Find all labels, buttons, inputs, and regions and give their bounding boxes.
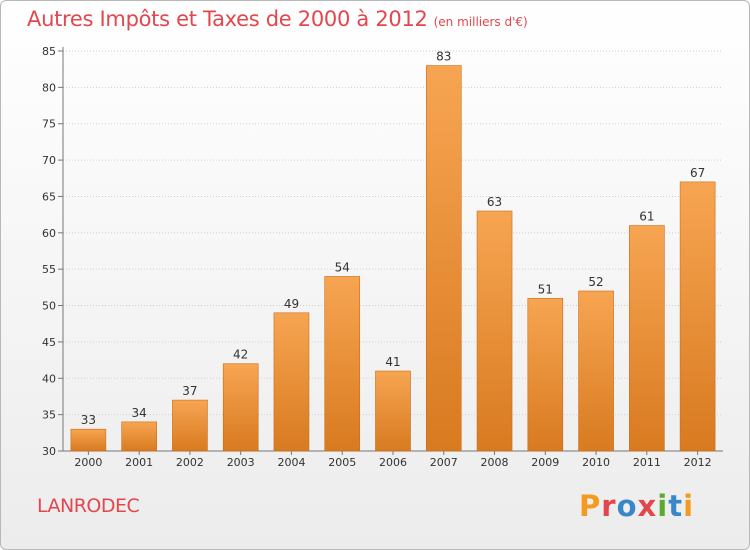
logo-letter: t	[668, 489, 684, 523]
x-tick-label: 2011	[633, 456, 661, 469]
y-tick-label: 35	[42, 409, 56, 422]
logo-letter: i	[657, 489, 669, 523]
y-tick-label: 65	[42, 190, 56, 203]
commune-name: LANRODEC	[37, 495, 140, 517]
y-tick-label: 80	[42, 81, 56, 94]
logo-letter: o	[616, 489, 638, 523]
bar	[679, 181, 716, 452]
bar	[121, 421, 157, 452]
x-tick-label: 2006	[379, 456, 407, 469]
x-tick-label: 2000	[74, 456, 102, 469]
bar	[578, 290, 614, 452]
bar	[375, 370, 411, 452]
bar	[324, 276, 361, 452]
x-tick-label: 2010	[582, 456, 610, 469]
logo-letter: i	[683, 489, 695, 523]
y-tick-label: 55	[42, 263, 56, 276]
bar	[629, 225, 665, 452]
x-tick-label: 2002	[176, 456, 204, 469]
data-label: 61	[639, 210, 654, 224]
y-tick-label: 85	[42, 45, 56, 58]
data-label: 49	[284, 297, 299, 311]
bars	[70, 65, 716, 452]
data-label: 51	[538, 282, 553, 296]
data-label: 37	[182, 384, 197, 398]
bar	[70, 428, 107, 452]
y-tick-label: 50	[42, 300, 56, 313]
logo-letter: r	[601, 489, 617, 523]
y-tick-label: 45	[42, 336, 56, 349]
x-tick-label: 2004	[277, 456, 305, 469]
bar	[476, 210, 513, 452]
bar	[527, 297, 564, 452]
bar-chart: 30 35 40 45 50 55 60 65 70 75 80 85 33 2000 34 2001 37 20…	[42, 45, 723, 469]
y-tick-label: 60	[42, 227, 56, 240]
logo-letter: P	[579, 489, 602, 523]
bar	[222, 363, 259, 452]
x-tick-label: 2009	[531, 456, 559, 469]
data-label: 42	[233, 348, 248, 362]
data-label: 34	[132, 406, 147, 420]
x-tick-label: 2001	[125, 456, 153, 469]
chart-title: Autres Impôts et Taxes de 2000 à 2012 (en…	[27, 7, 528, 31]
data-label: 63	[487, 195, 502, 209]
data-label: 83	[436, 50, 451, 64]
bar	[425, 65, 462, 452]
data-label: 33	[81, 413, 96, 427]
x-tick-label: 2003	[227, 456, 255, 469]
data-label: 67	[690, 166, 705, 180]
bar	[273, 312, 310, 452]
logo-letter: x	[637, 489, 658, 523]
x-tick-label: 2012	[684, 456, 712, 469]
data-label: 54	[335, 260, 350, 274]
bar	[172, 399, 208, 452]
proxiti-logo: Proxiti	[579, 489, 694, 523]
y-tick-label: 70	[42, 154, 56, 167]
x-tick-label: 2008	[481, 456, 509, 469]
x-tick-label: 2007	[430, 456, 458, 469]
chart-title-text: Autres Impôts et Taxes de 2000 à 2012	[27, 7, 428, 31]
y-tick-label: 75	[42, 118, 56, 131]
x-tick-label: 2005	[328, 456, 356, 469]
chart-subtitle: (en milliers d'€)	[433, 15, 528, 29]
labels: 30 35 40 45 50 55 60 65 70 75 80 85 33 2000 34 2001 37 20…	[42, 45, 712, 469]
data-label: 41	[385, 355, 400, 369]
data-label: 52	[588, 275, 603, 289]
y-tick-label: 30	[42, 445, 56, 458]
y-tick-label: 40	[42, 372, 56, 385]
